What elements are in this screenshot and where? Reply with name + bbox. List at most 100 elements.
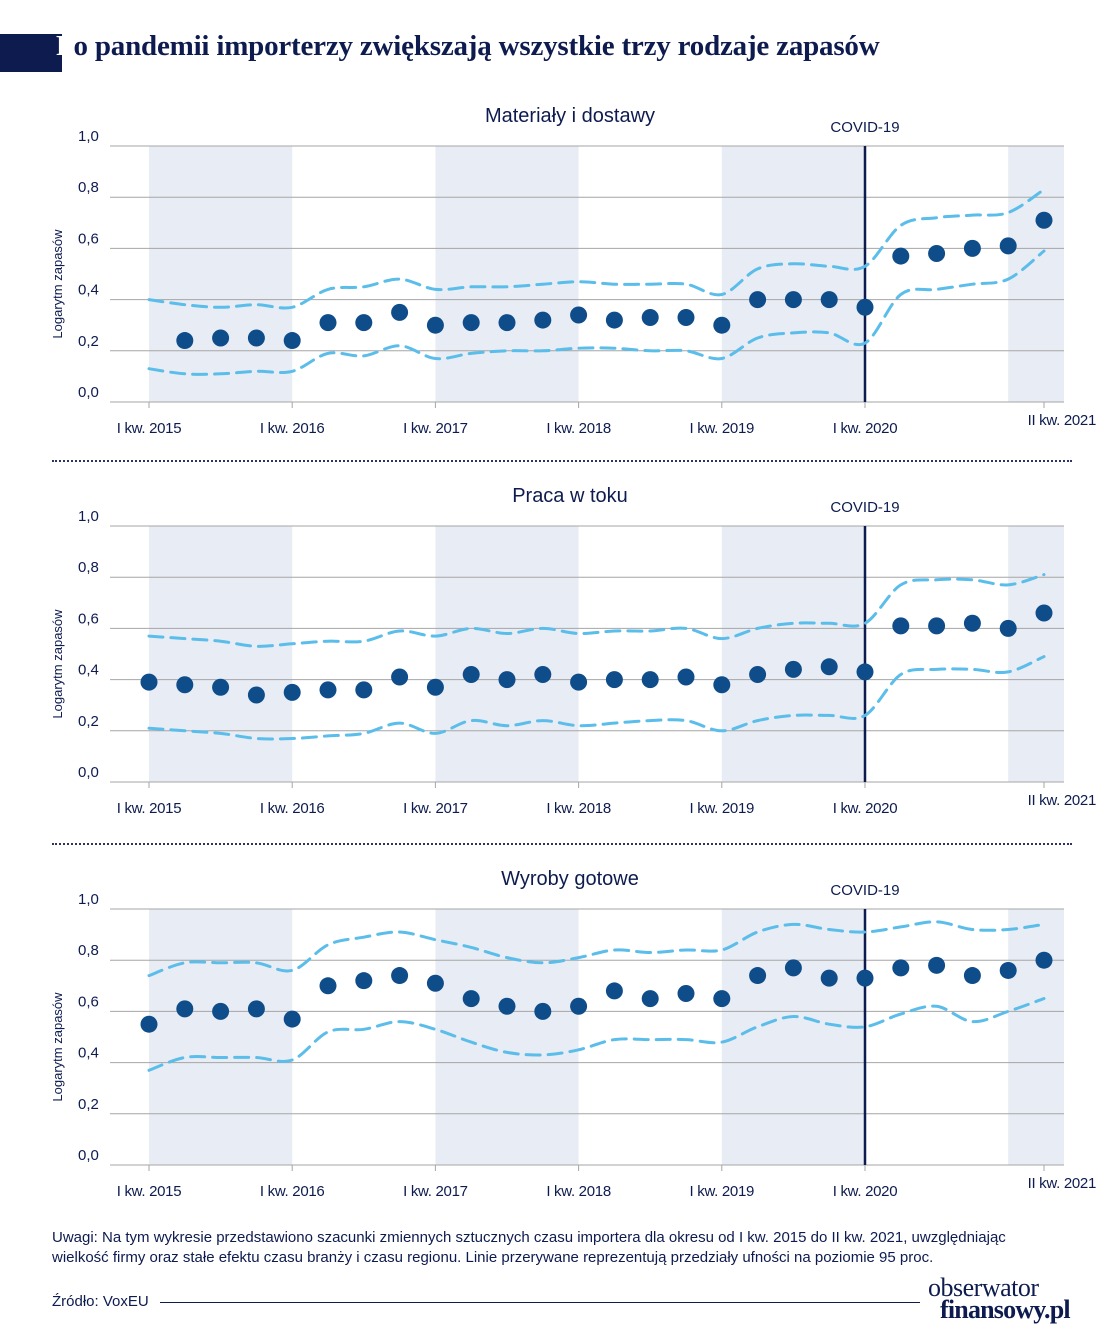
y-tick-label: 0,6 [78,993,99,1010]
data-point [534,665,552,683]
data-point [999,619,1017,637]
data-point [247,329,265,347]
data-point [641,309,659,327]
data-point [140,673,158,691]
data-point [391,303,409,321]
x-tick-label: I kw. 2019 [690,800,755,817]
shaded-band-2017 [435,146,579,402]
data-point [713,990,731,1008]
data-point [820,291,838,309]
chart-title: Praca w toku [512,485,628,507]
data-point [247,1000,265,1018]
data-point [820,969,838,987]
data-point [355,972,373,990]
x-tick-label: I kw. 2020 [833,420,898,437]
data-point [928,245,946,263]
y-tick-label: 0,0 [78,764,99,781]
data-point [426,316,444,334]
chart-panel-1: 0,0 0,2 0,4 0,6 0,8 1,0 I kw. 2015 I kw. 2016 I … [50,105,1096,437]
y-tick-label: 0,8 [78,942,99,959]
source-divider [160,1302,920,1303]
ci-lower-line [147,249,1046,376]
x-tick-label: I kw. 2016 [260,800,325,817]
y-tick-label: 1,0 [78,128,99,145]
title-rest: o pandemii importerzy zwiększają wszystk… [73,30,880,62]
x-tick-label: I kw. 2015 [117,1183,182,1200]
shaded-band-2017 [435,526,579,782]
data-point [749,665,767,683]
panel-separator-1 [52,460,1072,462]
source-label: Źródło: VoxEU [52,1293,149,1310]
x-tick-label: I kw. 2015 [117,800,182,817]
data-point [570,673,588,691]
y-tick-label: 0,4 [78,1045,99,1062]
x-tick-label: I kw. 2019 [690,420,755,437]
y-tick-label: 1,0 [78,891,99,908]
title-first-letter: P [56,30,74,62]
data-point [534,1002,552,1020]
data-point [498,997,516,1015]
x-tick-label: II kw. 2021 [1028,792,1096,809]
data-point [856,663,874,681]
data-point [498,671,516,689]
data-point [892,959,910,977]
x-tick-label: I kw. 2016 [260,1183,325,1200]
x-tick-label: I kw. 2018 [546,420,611,437]
shaded-band-2019 [721,146,865,402]
data-point [605,671,623,689]
data-point [247,686,265,704]
x-tick-label: I kw. 2018 [546,800,611,817]
covid-marker-label: COVID-19 [830,499,899,516]
ci-upper-line [147,920,1046,978]
y-tick-label: 0,2 [78,1096,99,1113]
page-title: Po pandemii importerzy zwiększają wszyst… [56,30,880,63]
data-point [820,658,838,676]
ci-upper-line [147,188,1046,310]
data-point [283,1010,301,1028]
publisher-logo: obserwator finansowy.pl [928,1275,1071,1324]
y-axis-label: Logarytm zapasów [50,609,65,719]
data-point [283,332,301,350]
y-tick-label: 0,0 [78,384,99,401]
x-tick-label: I kw. 2018 [546,1183,611,1200]
chart-title: Wyroby gotowe [501,868,639,890]
data-point [641,671,659,689]
data-point [212,329,230,347]
x-tick-label: II kw. 2021 [1028,412,1096,429]
data-point [928,956,946,974]
data-point [426,678,444,696]
data-point [319,977,337,995]
chart-panel-2: 0,0 0,2 0,4 0,6 0,8 1,0 I kw. 2015 I kw. 2016 I … [50,485,1096,817]
data-point [426,974,444,992]
data-point [391,967,409,985]
y-tick-label: 0,4 [78,662,99,679]
chart-panel-3: 0,0 0,2 0,4 0,6 0,8 1,0 I kw. 2015 I kw. 2016 I … [50,868,1096,1200]
ci-lower-line [147,997,1046,1072]
x-tick-label: I kw. 2020 [833,800,898,817]
y-tick-label: 0,4 [78,282,99,299]
shaded-band-2019 [721,909,865,1165]
covid-marker-label: COVID-19 [830,119,899,136]
data-point [892,617,910,635]
logo-line-2: finansowy.pl [940,1295,1071,1324]
data-point [140,1015,158,1033]
data-point [498,314,516,332]
y-tick-label: 0,6 [78,230,99,247]
shaded-band-2019 [721,526,865,782]
x-tick-label: I kw. 2015 [117,420,182,437]
shaded-band-2017 [435,909,579,1165]
data-point [784,959,802,977]
data-point [176,676,194,694]
data-point [641,990,659,1008]
data-point [212,1002,230,1020]
x-tick-label: I kw. 2017 [403,420,468,437]
x-tick-label: I kw. 2020 [833,1183,898,1200]
x-tick-label: II kw. 2021 [1028,1175,1096,1192]
ci-lower-line [147,655,1046,741]
x-tick-label: I kw. 2019 [690,1183,755,1200]
data-point [784,660,802,678]
shaded-band-2015 [149,526,293,782]
data-point [856,969,874,987]
data-point [1035,951,1053,969]
data-point [677,984,695,1002]
